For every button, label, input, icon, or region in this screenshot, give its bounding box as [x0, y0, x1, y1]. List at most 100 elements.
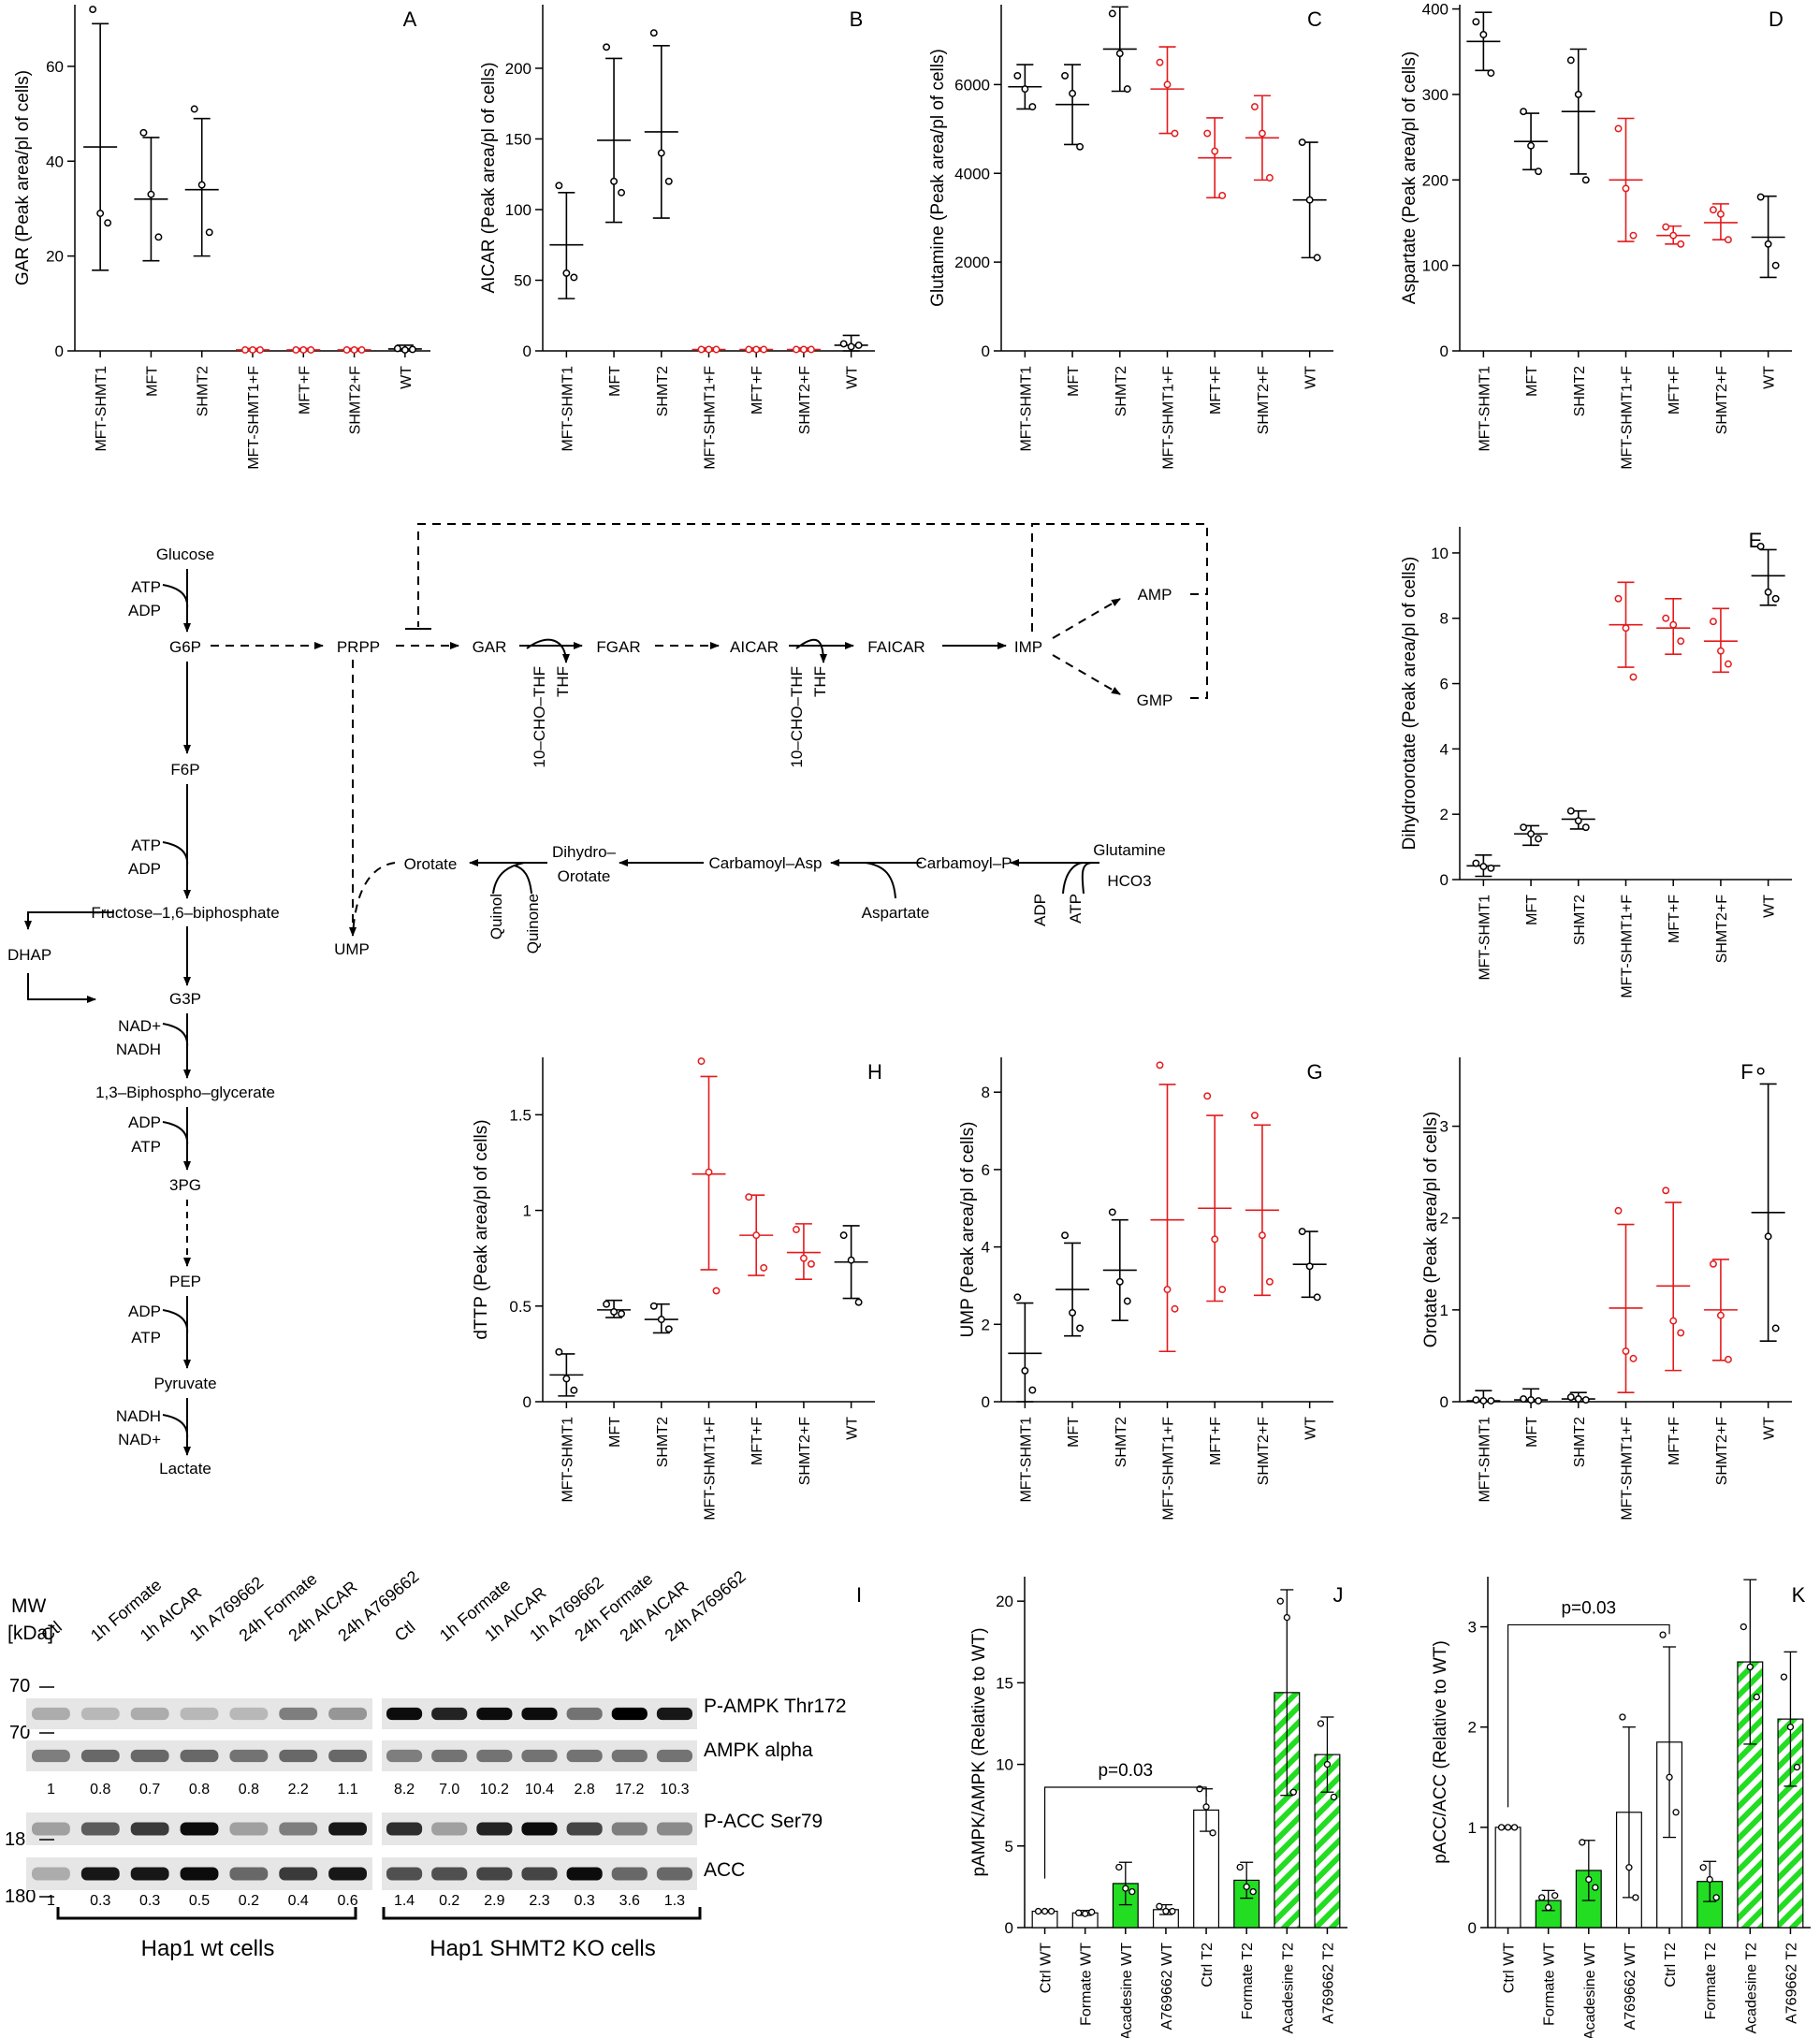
row-label-ampk: AMPK alpha — [704, 1740, 813, 1761]
group-label-ko: Hap1 SHMT2 KO cells — [430, 1936, 655, 1961]
series-MFT+F — [286, 346, 321, 354]
pathway-diagram: Glucose G6P F6P Fructose–1,6–biphosphate… — [7, 546, 1172, 1478]
y-axis-label: Dihydroorotate (Peak area/pl of cells) — [1400, 557, 1420, 851]
data-point — [1520, 108, 1528, 116]
band — [229, 1749, 269, 1763]
y-tick-label: 0 — [982, 1393, 990, 1411]
y-tick-label: 40 — [46, 153, 64, 170]
data-point — [1013, 1293, 1022, 1302]
node-aspartate: Aspartate — [862, 904, 930, 922]
y-tick-label: 60 — [46, 58, 64, 76]
data-point — [1487, 864, 1495, 872]
significance-bracket: p=0.03 — [1043, 1761, 1207, 1879]
band-ratio: 10.3 — [660, 1782, 689, 1798]
data-point — [847, 1256, 855, 1264]
data-point — [1669, 1317, 1678, 1325]
mw-marker: 180 — [5, 1886, 36, 1907]
data-point — [241, 346, 249, 354]
data-point — [1313, 254, 1321, 262]
p-value-label: p=0.03 — [1098, 1761, 1153, 1781]
data-point — [610, 177, 619, 185]
data-point — [205, 228, 213, 237]
data-point — [1581, 176, 1590, 184]
x-tick-label: Formate T2 — [1703, 1943, 1719, 2020]
band — [279, 1867, 318, 1881]
x-tick-label: SHMT2 — [655, 366, 671, 416]
x-tick-label: MFT — [1524, 1417, 1540, 1448]
data-point — [1171, 1304, 1179, 1313]
group-bracket-wt — [56, 1907, 357, 1920]
x-tick-label: Formate WT — [1079, 1943, 1095, 2026]
node-gar: GAR — [473, 638, 507, 656]
data-point — [1323, 1760, 1332, 1769]
node-g3p: G3P — [169, 990, 201, 1008]
y-tick-label: 0.5 — [509, 1298, 531, 1316]
y-axis-label: pAMPK/AMPK (Relative to WT) — [969, 1627, 989, 1876]
data-point — [1203, 129, 1212, 138]
band-ratio: 0.2 — [439, 1893, 459, 1909]
data-point — [1041, 1907, 1049, 1915]
series-MFT — [134, 128, 168, 262]
band-ratio: 1.3 — [664, 1893, 685, 1909]
node-prpp: PRPP — [337, 638, 380, 656]
data-point — [1659, 1631, 1667, 1638]
data-point — [664, 177, 673, 185]
y-tick-label: 0 — [1440, 342, 1449, 360]
data-point — [1163, 80, 1172, 89]
y-tick-label: 6000 — [954, 76, 990, 94]
series-MFT+F — [1656, 597, 1691, 655]
panel-label: B — [850, 7, 864, 31]
data-point — [1724, 236, 1732, 244]
data-point — [1236, 1863, 1244, 1871]
band-ratio: 10.2 — [480, 1782, 509, 1798]
data-point — [1527, 141, 1536, 150]
data-point — [1265, 1277, 1274, 1286]
band-ratio: 0.3 — [575, 1893, 595, 1909]
node-aicar: AICAR — [730, 638, 779, 656]
band — [566, 1867, 603, 1881]
blot-row-P-ACC Ser79 — [26, 1812, 697, 1845]
x-tick-label: MFT-SHMT1 — [560, 366, 575, 452]
data-point — [1028, 1386, 1037, 1394]
series-SHMT2+F — [786, 1223, 821, 1280]
data-point — [292, 346, 300, 354]
x-tick-label: MFT-SHMT1 — [94, 366, 109, 452]
series-WT — [834, 1225, 868, 1306]
band — [656, 1822, 692, 1836]
band-ratio: 2.2 — [288, 1782, 309, 1798]
y-axis-label: dTTP (Peak area/pl of cells) — [472, 1119, 491, 1339]
y-tick-label: 0 — [523, 342, 531, 360]
series-MFT-SHMT1+F — [1609, 581, 1643, 681]
series-MFT-SHMT1 — [1008, 64, 1042, 111]
group-label-wt: Hap1 wt cells — [141, 1936, 275, 1961]
x-tick-label: MFT — [1524, 366, 1540, 397]
band — [328, 1822, 367, 1836]
data-point — [1535, 835, 1543, 843]
band-ratio: 3.6 — [619, 1893, 640, 1909]
series-SHMT2+F — [1703, 607, 1738, 674]
data-point — [1298, 138, 1306, 147]
x-tick-label: MFT+F — [750, 366, 765, 415]
data-point — [603, 1300, 611, 1308]
band — [180, 1867, 219, 1881]
data-point — [570, 273, 578, 282]
band-ratio: 2.8 — [575, 1782, 595, 1798]
y-tick-label: 3 — [1440, 1118, 1449, 1136]
y-tick-label: 20 — [46, 248, 64, 266]
band — [386, 1707, 423, 1721]
series-MFT-SHMT1+F — [1609, 1206, 1643, 1393]
series-MFT — [1514, 108, 1549, 176]
cofactor-nad: NAD+ — [118, 1431, 161, 1448]
node-lactate: Lactate — [159, 1460, 211, 1478]
x-tick-label: SHMT2+F — [797, 366, 813, 435]
data-point — [1614, 594, 1623, 603]
data-point — [1487, 1397, 1495, 1405]
y-tick-label: 0 — [1005, 1919, 1013, 1937]
data-point — [603, 43, 611, 51]
node-hco3: HCO3 — [1107, 872, 1151, 890]
series-MFT-SHMT1+F — [1150, 1061, 1185, 1353]
band — [566, 1749, 603, 1763]
bar-group-A769662 WT — [1615, 1713, 1642, 1929]
data-point — [1592, 1884, 1599, 1891]
data-point — [1551, 1892, 1559, 1900]
